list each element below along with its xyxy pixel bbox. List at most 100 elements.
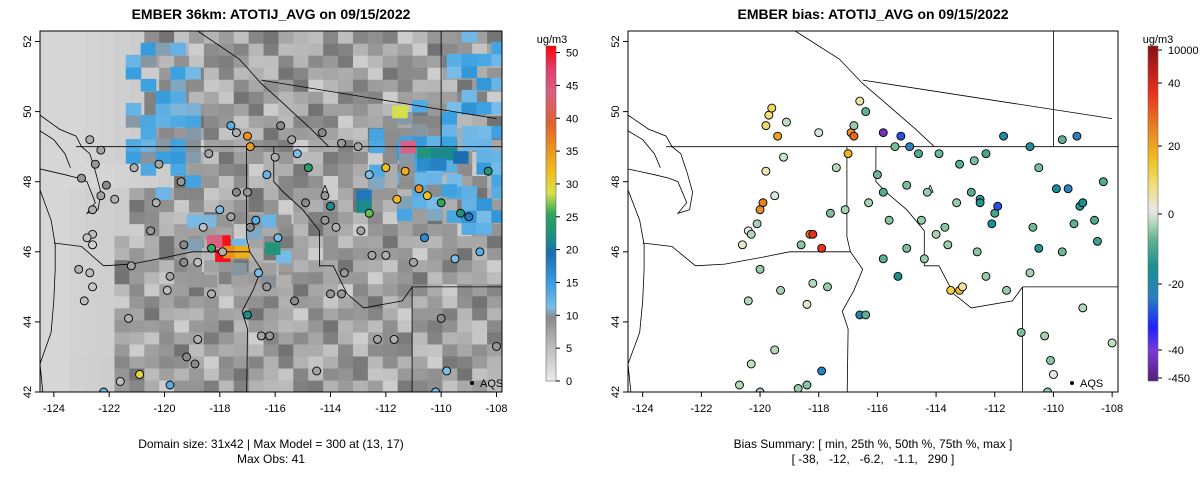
obs-point [492, 341, 501, 351]
bias-point [940, 222, 950, 232]
grid-cell [397, 79, 414, 92]
grid-cell [442, 223, 458, 237]
bias-point [919, 254, 929, 264]
blue-grid-cell [155, 139, 172, 152]
grid-cell [69, 43, 86, 56]
grid-cell [203, 139, 220, 152]
grid-cell [69, 67, 86, 80]
grid-cell [114, 79, 131, 92]
x-tick-label: -120 [153, 403, 175, 415]
grid-cell [84, 355, 101, 369]
colorbar-tick-label: 50 [566, 48, 578, 60]
y-tick-label: 46 [610, 246, 622, 258]
grid-cell [218, 283, 235, 297]
bias-point [902, 243, 912, 253]
grid-cell [397, 31, 414, 44]
right-plot-frame [627, 30, 1119, 393]
grid-cell [382, 283, 399, 297]
grid-cell [203, 355, 220, 369]
blue-grid-cell [446, 53, 463, 67]
grid-cell [412, 55, 429, 68]
grid-cell [308, 259, 324, 273]
grid-cell [233, 211, 250, 225]
obs-point [431, 387, 441, 392]
grid-cell [263, 115, 280, 128]
blue-grid-cell [461, 138, 478, 151]
grid-cell [412, 211, 429, 225]
grid-cell [218, 367, 235, 381]
grid-cell [218, 379, 235, 392]
grid-cell [144, 175, 160, 189]
obs-point [135, 370, 145, 379]
left-aqs-marker [470, 381, 474, 385]
grid-cell [40, 355, 56, 369]
grid-cell [54, 331, 71, 345]
grid-cell [412, 223, 429, 237]
obs-point [320, 191, 330, 201]
grid-cell [382, 79, 399, 92]
grid-cell [278, 31, 294, 44]
grid-cell [159, 127, 175, 140]
grid-cell [40, 79, 56, 92]
grid-cell [263, 379, 280, 392]
right-colorbar-title: ug/m3 [1143, 34, 1174, 46]
grid-cell [352, 247, 369, 261]
grid-cell [352, 115, 369, 128]
y-tick-label: 44 [610, 316, 622, 328]
grid-cell [99, 91, 116, 104]
grid-cell [472, 43, 488, 56]
obs-point [292, 149, 302, 159]
grid-cell [248, 355, 265, 369]
bias-point [1072, 131, 1082, 141]
bias-point [981, 149, 991, 159]
bias-point [1078, 198, 1088, 208]
obs-point [373, 334, 382, 344]
grid-cell [308, 235, 324, 249]
y-tick-label: 42 [22, 386, 34, 398]
grid-cell [278, 43, 294, 56]
obs-point [226, 212, 236, 222]
obs-point [146, 226, 156, 236]
grid-cell [248, 115, 265, 128]
obs-point [85, 268, 95, 278]
grid-cell [323, 331, 339, 345]
grid-cell [338, 199, 354, 213]
grid-cell [233, 199, 250, 213]
left-colorbar: ug/m3 0 5 10 15 20 25 30 35 40 45 50 [537, 34, 579, 388]
grid-cell [40, 271, 56, 285]
obs-point [162, 285, 172, 295]
grid-cell [338, 55, 354, 68]
boundary-line [841, 251, 864, 392]
grid-cell [84, 67, 101, 80]
obs-point [207, 289, 216, 299]
obs-point [339, 268, 349, 278]
grid-cell [412, 67, 429, 80]
boundary-line [846, 146, 851, 252]
grid-cell [367, 343, 384, 357]
obs-point [312, 366, 322, 376]
blue-grid-cell [140, 78, 157, 92]
right-aqs-marker [1070, 381, 1074, 385]
grid-cell [218, 271, 235, 285]
bias-point [737, 240, 747, 250]
blue-grid-cell [491, 150, 502, 163]
grid-cell [218, 319, 235, 333]
obs-point [254, 268, 264, 278]
grid-cell [472, 319, 488, 333]
obs-point [154, 159, 164, 169]
grid-cell [367, 31, 384, 44]
grid-cell [248, 67, 265, 80]
grid-cell [412, 343, 429, 357]
grid-cell [84, 43, 101, 56]
grid-cell [367, 115, 384, 128]
grid-cell [99, 331, 116, 345]
boundary-line [794, 31, 935, 147]
grid-cell [397, 319, 414, 333]
grid-cell [427, 379, 443, 392]
grid-cell [99, 271, 116, 285]
grid-cell [382, 223, 399, 237]
grid-cell [293, 259, 309, 273]
grid-cell [487, 307, 502, 321]
grid-cell [412, 319, 429, 333]
grid-cell [293, 367, 309, 381]
